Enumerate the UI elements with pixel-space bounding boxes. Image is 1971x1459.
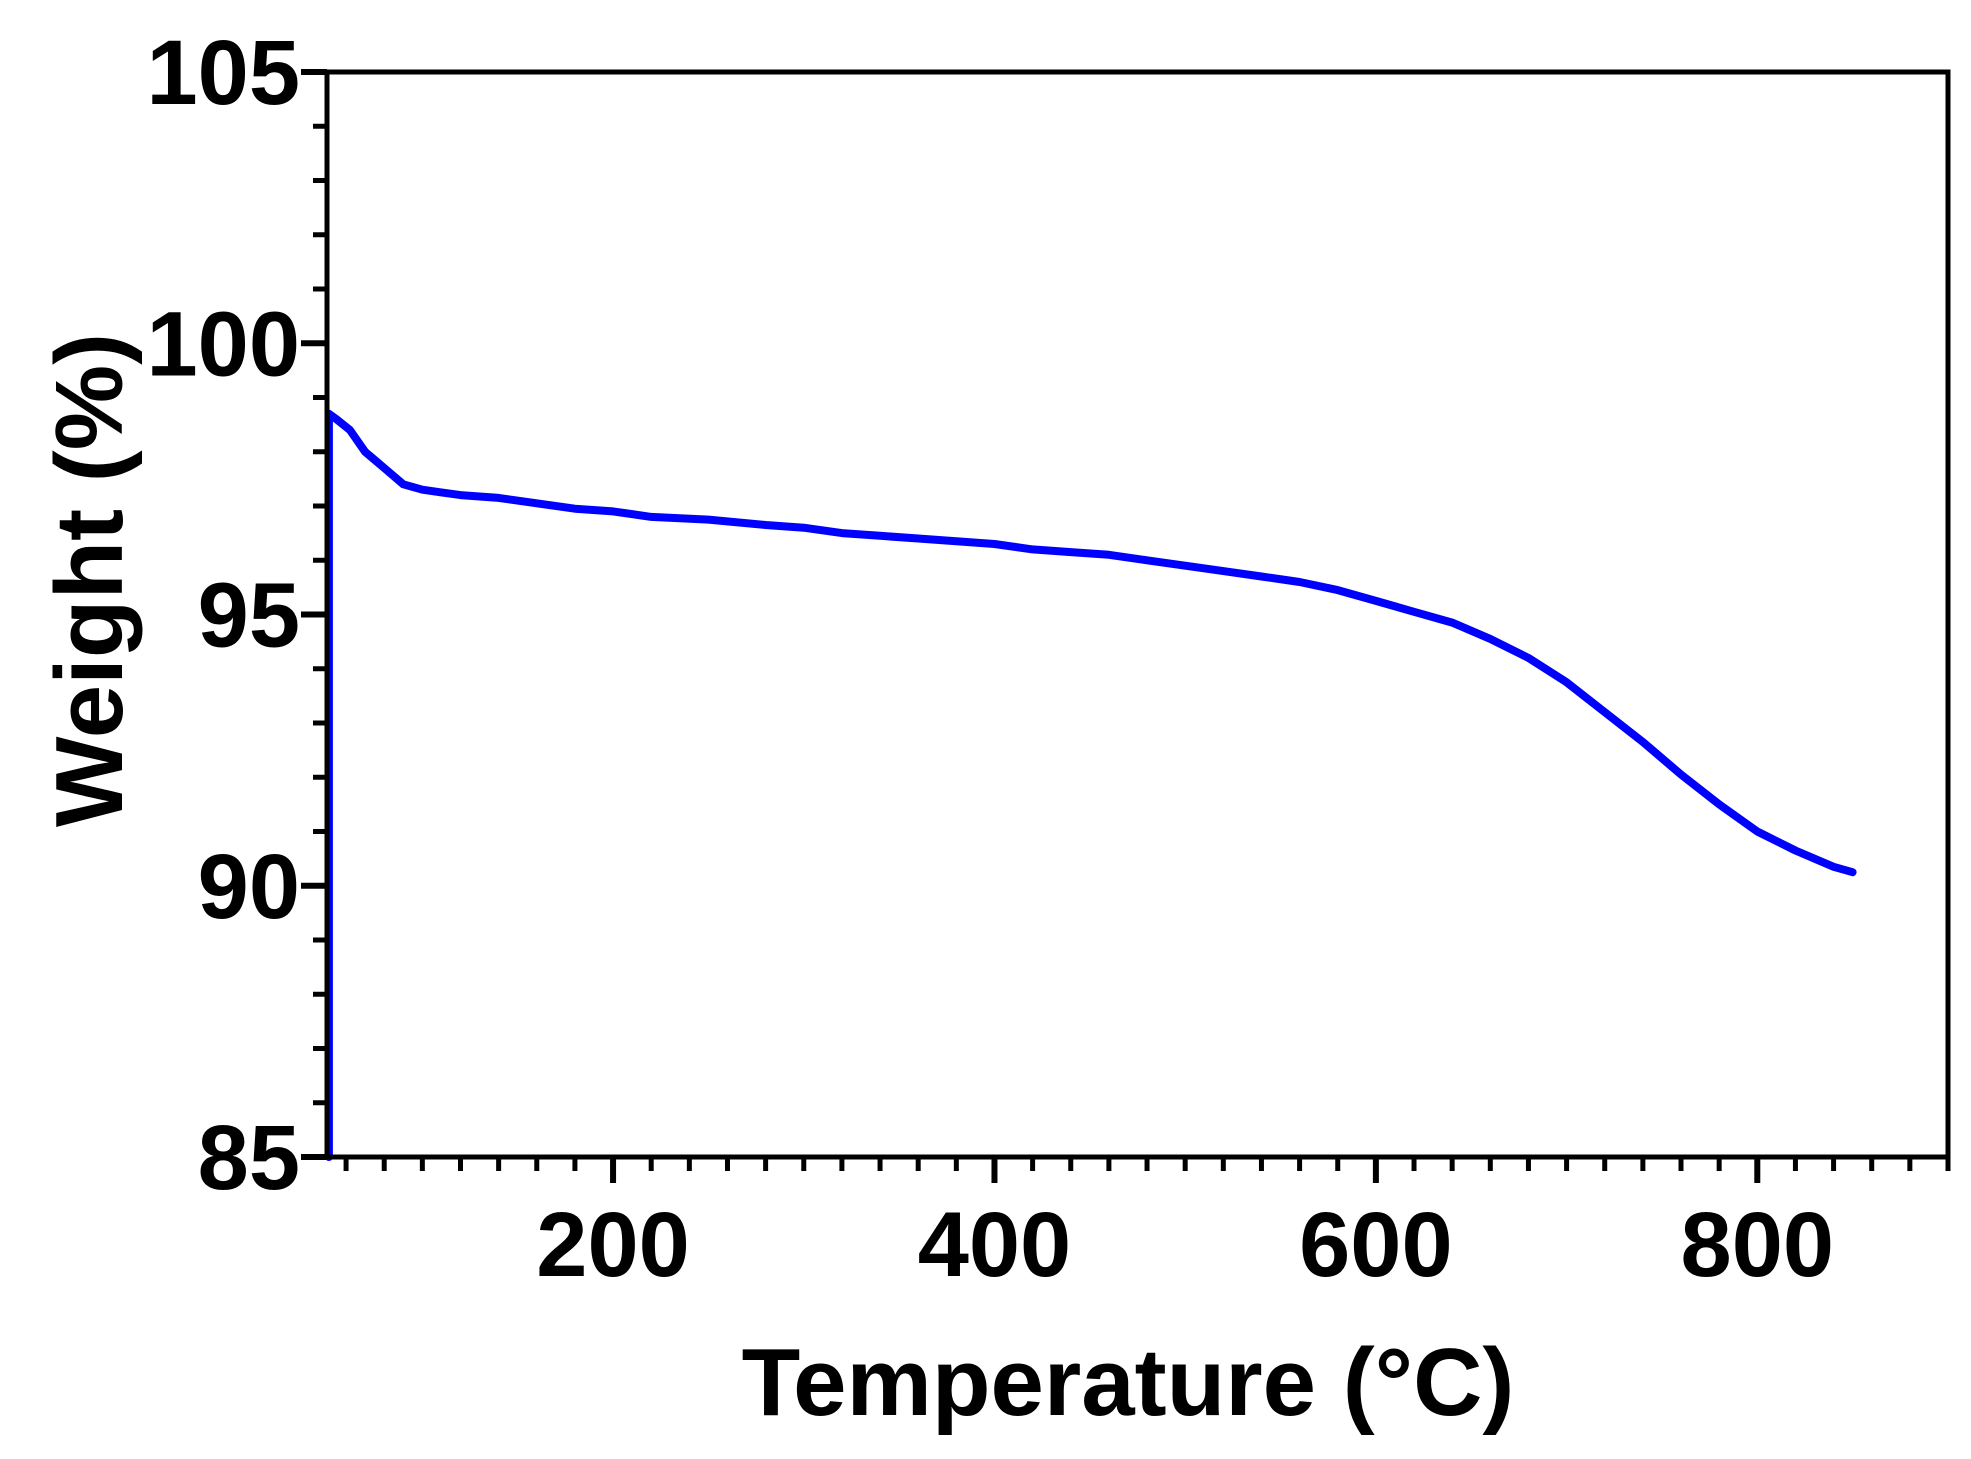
y-tick-label: 85 [198,1107,300,1209]
plot-frame [324,69,1951,1160]
x-tick-label: 800 [1681,1194,1835,1296]
y-tick-label: 100 [147,293,301,395]
y-tick-label: 90 [198,836,300,938]
tick-labels: 200 400 600 800 85 90 95 100 105 [147,22,1835,1296]
y-tick-label: 95 [198,565,300,667]
y-tick-label: 105 [147,22,301,124]
x-tick-label: 400 [918,1194,1072,1296]
x-tick-label: 600 [1299,1194,1453,1296]
y-axis-title: Weight (%) [36,333,143,827]
x-axis-title: Temperature (°C) [742,1329,1515,1436]
major-ticks [301,69,1761,1183]
x-tick-label: 200 [536,1194,690,1296]
series-line-0 [324,409,1857,1161]
series-layer [324,409,1857,1161]
